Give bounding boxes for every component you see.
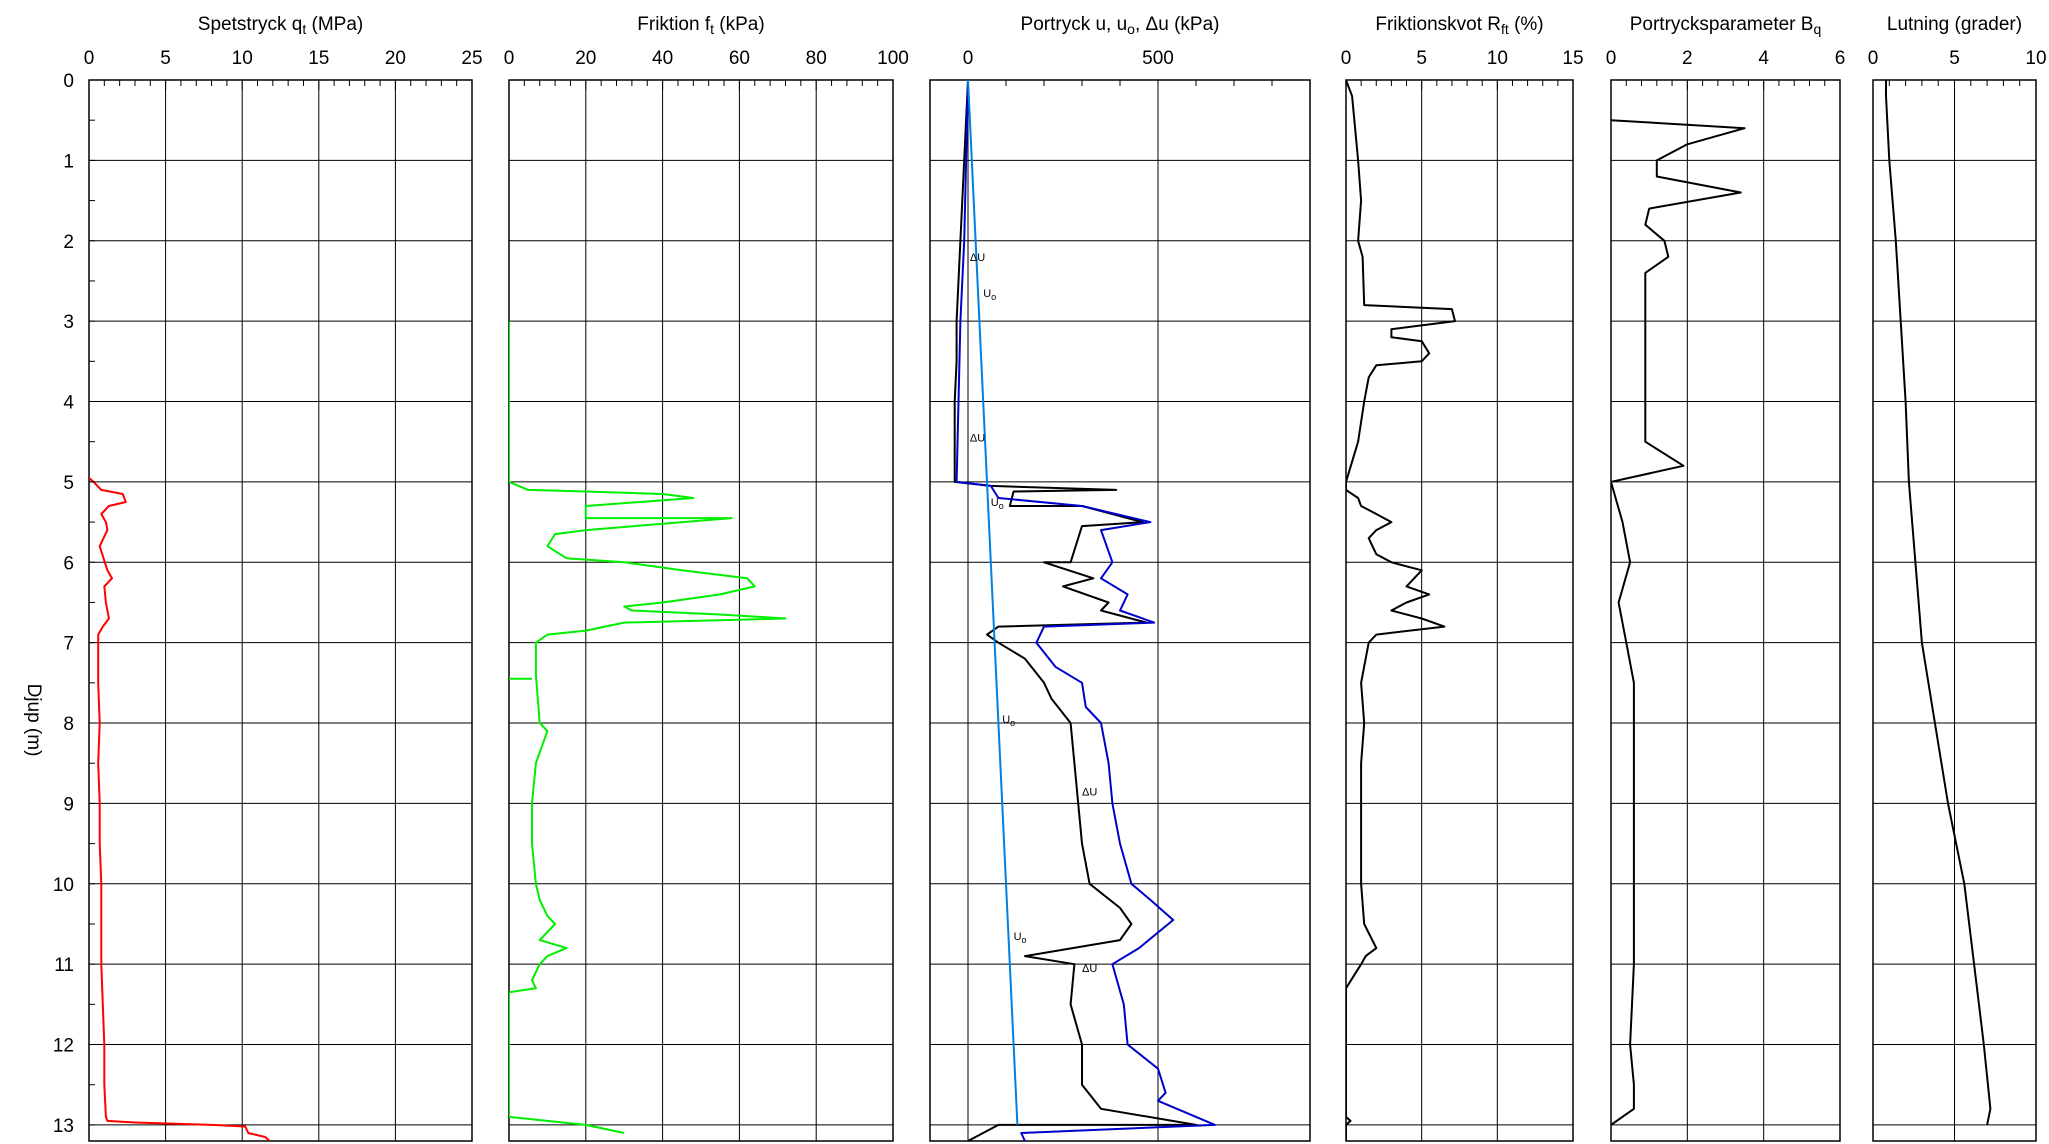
depth-tick-label: 7 bbox=[63, 634, 74, 655]
x-tick-label: 4 bbox=[1758, 48, 1769, 69]
curve-annotation: Uo bbox=[983, 288, 996, 302]
x-tick-label: 0 bbox=[84, 48, 95, 69]
series-line-1 bbox=[1885, 80, 1992, 1126]
x-tick-label: 20 bbox=[385, 48, 406, 69]
depth-tick-label: 11 bbox=[54, 955, 74, 976]
curve-annotation: Uo bbox=[1014, 931, 1027, 945]
x-tick-label: 100 bbox=[877, 48, 909, 69]
x-tick-label: 80 bbox=[806, 48, 827, 69]
series-line-1 bbox=[1611, 119, 1746, 1126]
depth-tick-label: 10 bbox=[53, 875, 74, 896]
curve-annotation: ΔU bbox=[970, 252, 985, 264]
series-line-3 bbox=[967, 80, 1019, 1125]
x-tick-label: 15 bbox=[308, 48, 329, 69]
series-line-1 bbox=[1346, 80, 1456, 1141]
panel-frame bbox=[929, 79, 1311, 1142]
panel-3: 0 500 Portryck u, uo, Δu (kPa) ΔU Uo ΔU Uo Uo ΔU… bbox=[929, 14, 1311, 1142]
panel-title: Friktion ft (kPa) bbox=[637, 14, 764, 37]
x-tick-label: 10 bbox=[1487, 48, 1508, 69]
series-line-1 bbox=[953, 80, 1197, 1141]
x-tick-label: 60 bbox=[729, 48, 750, 69]
x-tick-label: 6 bbox=[1835, 48, 1846, 69]
depth-tick-label: 2 bbox=[63, 232, 74, 253]
series-line-1 bbox=[509, 321, 787, 1134]
panel-frame bbox=[88, 79, 473, 1142]
panel-frame bbox=[508, 79, 894, 1142]
x-tick-label: 25 bbox=[461, 48, 482, 69]
panel-frame bbox=[1872, 79, 2037, 1142]
curve-annotation: Uo bbox=[1002, 714, 1015, 728]
panel-title: Lutning (grader) bbox=[1887, 14, 2022, 35]
x-tick-label: 500 bbox=[1142, 48, 1174, 69]
panel-2: 0 20 40 60 80 100 Friktion ft (kPa) bbox=[504, 14, 909, 1142]
curve-annotation: ΔU bbox=[970, 433, 985, 445]
x-tick-label: 5 bbox=[1949, 48, 1960, 69]
depth-tick-label: 12 bbox=[53, 1036, 74, 1057]
panel-title: Portryck u, uo, Δu (kPa) bbox=[1021, 14, 1220, 37]
curve-annotation: ΔU bbox=[1082, 963, 1097, 975]
x-tick-label: 5 bbox=[1416, 48, 1427, 69]
curve-annotation: Uo bbox=[991, 497, 1004, 511]
depth-tick-label: 4 bbox=[63, 393, 74, 414]
panel-4: 0 5 10 15 Friktionskvot Rft (%) bbox=[1341, 14, 1584, 1142]
depth-tick-label: 13 bbox=[53, 1116, 74, 1137]
x-tick-label: 0 bbox=[1868, 48, 1879, 69]
x-tick-label: 0 bbox=[1341, 48, 1352, 69]
curve-annotation: ΔU bbox=[1082, 786, 1097, 798]
x-tick-label: 5 bbox=[160, 48, 171, 69]
x-tick-label: 10 bbox=[232, 48, 253, 69]
panel-frame bbox=[1345, 79, 1574, 1142]
depth-axis-label: Djup (m) bbox=[23, 684, 44, 757]
x-tick-label: 0 bbox=[963, 48, 974, 69]
depth-tick-label: 0 bbox=[63, 71, 74, 92]
depth-tick-label: 5 bbox=[63, 473, 74, 494]
x-tick-label: 20 bbox=[575, 48, 596, 69]
x-tick-label: 0 bbox=[1606, 48, 1617, 69]
depth-tick-label: 9 bbox=[63, 794, 74, 815]
x-tick-label: 15 bbox=[1562, 48, 1583, 69]
depth-tick-label: 1 bbox=[63, 151, 74, 172]
depth-tick-label: 3 bbox=[63, 312, 74, 333]
x-tick-label: 0 bbox=[504, 48, 515, 69]
panel-title: Spetstryck qt (MPa) bbox=[198, 14, 363, 37]
x-tick-label: 10 bbox=[2025, 48, 2046, 69]
depth-tick-label: 8 bbox=[63, 714, 74, 735]
series-line-1 bbox=[89, 477, 271, 1141]
panel-frame bbox=[1610, 79, 1841, 1142]
panel-title: Friktionskvot Rft (%) bbox=[1375, 14, 1543, 37]
x-tick-label: 2 bbox=[1682, 48, 1693, 69]
depth-tick-label: 6 bbox=[63, 553, 74, 574]
x-tick-label: 40 bbox=[652, 48, 673, 69]
series-line-2 bbox=[955, 80, 1216, 1141]
panel-1: 0 5 10 15 20 25 Spetstryck qt (MPa) bbox=[84, 14, 483, 1142]
panel-5: 0 2 4 6 Portrycksparameter Bq bbox=[1606, 14, 1846, 1142]
panel-title: Portrycksparameter Bq bbox=[1630, 14, 1822, 37]
